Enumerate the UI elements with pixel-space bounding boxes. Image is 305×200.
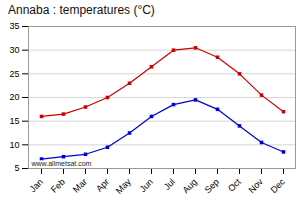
svg-text:30: 30	[9, 45, 19, 55]
svg-text:10: 10	[9, 140, 19, 150]
svg-text:May: May	[114, 176, 133, 195]
svg-text:Sep: Sep	[203, 177, 221, 195]
svg-text:Jun: Jun	[138, 177, 155, 194]
svg-text:Dec: Dec	[269, 176, 288, 195]
svg-text:35: 35	[9, 21, 19, 31]
svg-text:5: 5	[14, 163, 19, 173]
html-text:Annaba : temperatures (°C): Annaba : temperatures (°C)	[8, 3, 155, 17]
svg-text:Apr: Apr	[94, 177, 111, 194]
svg-text:15: 15	[9, 116, 19, 126]
svg-text:www.allmetsat.com: www.allmetsat.com	[31, 160, 92, 167]
svg-text:25: 25	[9, 69, 19, 79]
svg-text:Jan: Jan	[28, 177, 45, 194]
svg-text:Feb: Feb	[49, 177, 67, 195]
svg-text:Mar: Mar	[71, 177, 89, 195]
svg-text:Nov: Nov	[247, 176, 266, 195]
svg-text:20: 20	[9, 92, 19, 102]
svg-text:Aug: Aug	[181, 177, 199, 195]
svg-text:Oct: Oct	[226, 176, 243, 193]
svg-text:Jul: Jul	[162, 177, 177, 192]
